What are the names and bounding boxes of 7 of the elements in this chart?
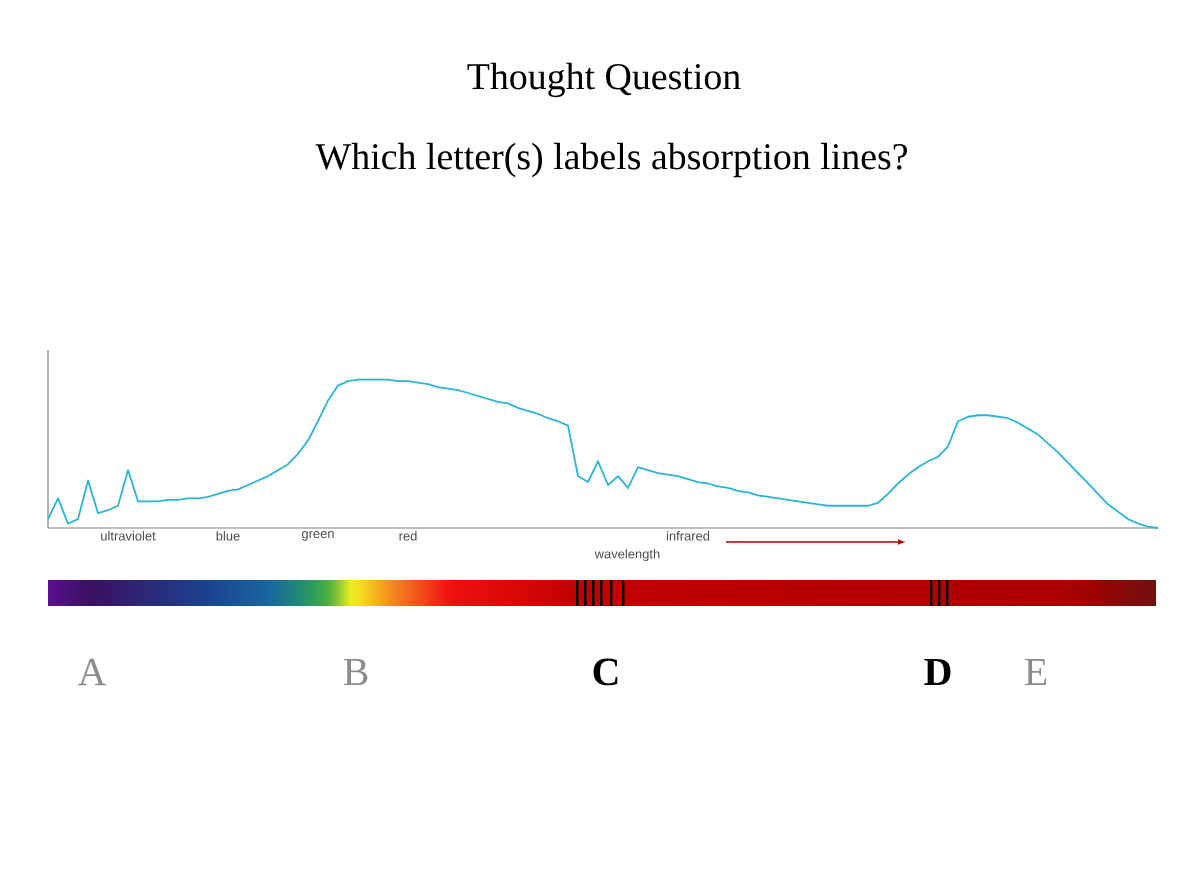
chart-title: Thought Question <box>467 62 741 98</box>
text: E <box>1025 658 1047 686</box>
chart-subtitle: Which letter(s) labels absorption lines? <box>315 142 907 178</box>
text: C <box>593 658 618 686</box>
text: D <box>924 658 951 686</box>
text: B <box>343 658 368 686</box>
text: A <box>77 658 107 686</box>
